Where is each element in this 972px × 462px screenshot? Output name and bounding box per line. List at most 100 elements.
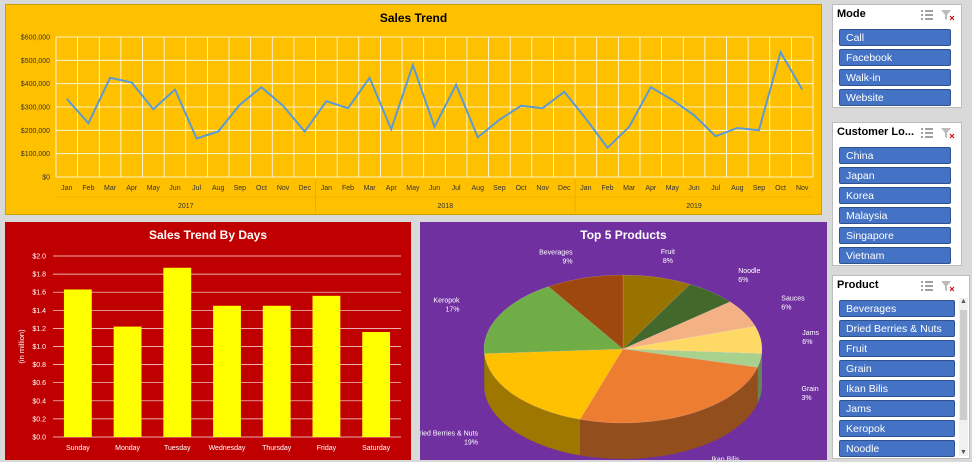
product-slicer-item-grain[interactable]: Grain — [839, 360, 955, 377]
mode-slicer-item-website[interactable]: Website — [839, 89, 951, 106]
x-tick-label: Aug — [731, 185, 744, 192]
x-tick-label: Apr — [386, 185, 398, 192]
clear-filter-icon[interactable] — [941, 10, 955, 21]
customer-slicer-title: Customer Lo... — [837, 126, 915, 138]
mode-slicer-items: Call Facebook Walk-in Website — [839, 29, 951, 109]
slicer-header-icons — [921, 281, 955, 292]
customer-slicer-item-china[interactable]: China — [839, 147, 951, 164]
bar-monday — [113, 326, 142, 437]
x-tick-label: Aug — [212, 185, 225, 192]
pie-label: Noodle — [738, 268, 760, 275]
x-tick-label: Feb — [82, 185, 94, 192]
x-tick-label: Monday — [115, 445, 140, 452]
x-tick-label: Jan — [580, 185, 591, 192]
product-slicer-item-dried-berries-nuts[interactable]: Dried Berries & Nuts — [839, 320, 955, 337]
x-tick-label: Feb — [342, 185, 354, 192]
product-slicer: Product Beverages Dried Berries & Nuts Fru… — [832, 275, 970, 459]
y-tick-label: $500,000 — [21, 58, 50, 65]
x-tick-label: Nov — [796, 185, 809, 192]
multi-select-icon[interactable] — [921, 128, 933, 138]
pie-label: Fruit — [661, 249, 675, 256]
x-tick-label: Jul — [711, 185, 720, 192]
customer-slicer-item-japan[interactable]: Japan — [839, 167, 951, 184]
pie-percent: 3% — [802, 395, 812, 402]
y-tick-label: $1.6 — [32, 290, 46, 297]
mode-slicer-item-facebook[interactable]: Facebook — [839, 49, 951, 66]
pie-percent: 6% — [781, 305, 791, 312]
pie-wall-dried-berries-nuts — [484, 353, 580, 456]
product-slicer-item-fruit[interactable]: Fruit — [839, 340, 955, 357]
x-tick-label: Jul — [192, 185, 201, 192]
y-tick-label: $1.0 — [32, 344, 46, 351]
pie-wall-ikan-bilis — [580, 367, 758, 459]
bar-tuesday — [163, 267, 192, 437]
x-tick-label: Jan — [321, 185, 332, 192]
mode-slicer-item-walk-in[interactable]: Walk-in — [839, 69, 951, 86]
top-products-title: Top 5 Products — [580, 228, 667, 242]
product-slicer-item-jams[interactable]: Jams — [839, 400, 955, 417]
x-tick-label: Oct — [516, 185, 527, 192]
product-slicer-item-keropok[interactable]: Keropok — [839, 420, 955, 437]
multi-select-icon[interactable] — [921, 281, 933, 291]
bar-sunday — [63, 289, 92, 437]
clear-filter-icon[interactable] — [941, 281, 955, 292]
sales-by-days-plot: $2.0 $1.8 $1.6 $1.4 $1.2 $1.0 $0.8 $0.6 $0.4 $0.2… — [17, 254, 401, 452]
multi-select-icon[interactable] — [921, 10, 933, 20]
pie-percent: 6% — [802, 339, 812, 346]
slicer-header-icons — [921, 10, 955, 21]
x-tick-label: Jun — [169, 185, 180, 192]
pie-label: Dried Berries & Nuts — [420, 431, 478, 438]
pie-percent: 19% — [464, 440, 478, 447]
x-tick-label: Sunday — [66, 445, 90, 452]
pie-slice-sauces — [622, 301, 756, 350]
x-tick-label: Apr — [645, 185, 657, 192]
x-tick-label: Nov — [536, 185, 549, 192]
sales-trend-chart: Sales Trend $600,000 $500,000 $400,000 $300… — [5, 4, 822, 215]
year-label: 2019 — [686, 203, 702, 210]
x-tick-label: Mar — [104, 185, 117, 192]
x-tick-label: Mar — [364, 185, 377, 192]
bar-saturday — [362, 332, 391, 437]
scroll-up-icon[interactable]: ▲ — [960, 298, 967, 305]
bar-wednesday — [213, 305, 241, 437]
pie-label: Sauces — [781, 296, 805, 303]
scroll-down-icon[interactable]: ▼ — [960, 449, 967, 456]
x-tick-label: May — [406, 185, 420, 192]
top-products-plot: Fruit 8% Noodle 6% Sauces 6% Jams 6% Grain 3% Ikan… — [420, 249, 820, 460]
clear-filter-icon[interactable] — [941, 128, 955, 139]
product-slicer-item-beverages[interactable]: Beverages — [839, 300, 955, 317]
mode-slicer-title: Mode — [837, 8, 866, 20]
x-tick-label: Nov — [277, 185, 290, 192]
customer-slicer-item-vietnam[interactable]: Vietnam — [839, 247, 951, 264]
x-tick-label: Sep — [493, 185, 506, 192]
pie-label: Ikan Bilis — [711, 456, 740, 460]
customer-slicer-item-korea[interactable]: Korea — [839, 187, 951, 204]
pie-3d-walls — [484, 349, 762, 459]
x-tick-label: Aug — [472, 185, 485, 192]
pie-slice-beverages — [547, 274, 624, 350]
mode-slicer-item-call[interactable]: Call — [839, 29, 951, 46]
x-tick-label: May — [666, 185, 680, 192]
product-slicer-scrollbar[interactable]: ▲ ▼ — [959, 298, 968, 456]
y-tick-label: $1.2 — [32, 326, 46, 333]
pie-percent: 6% — [738, 277, 748, 284]
x-tick-label: Dec — [299, 185, 312, 192]
pie-percent: 9% — [562, 259, 572, 266]
customer-slicer-item-singapore[interactable]: Singapore — [839, 227, 951, 244]
y-tick-label: $600,000 — [21, 35, 50, 42]
pie-slice-keropok — [483, 286, 624, 354]
year-label: 2017 — [178, 203, 194, 210]
x-tick-label: Apr — [126, 185, 138, 192]
y-tick-label: $200,000 — [21, 128, 50, 135]
y-axis-label: (in million) — [17, 329, 26, 364]
y-tick-label: $1.8 — [32, 272, 46, 279]
product-slicer-item-ikan-bilis[interactable]: Ikan Bilis — [839, 380, 955, 397]
scroll-thumb[interactable] — [960, 310, 967, 420]
pie-slice-dried-berries-nuts — [484, 348, 624, 420]
sales-trend-title: Sales Trend — [379, 11, 448, 25]
product-slicer-item-noodle[interactable]: Noodle — [839, 440, 955, 457]
x-tick-label: Oct — [775, 185, 786, 192]
pie-slice-ikan-bilis — [579, 348, 758, 424]
customer-slicer-item-malaysia[interactable]: Malaysia — [839, 207, 951, 224]
sales-trend-line — [66, 49, 804, 150]
